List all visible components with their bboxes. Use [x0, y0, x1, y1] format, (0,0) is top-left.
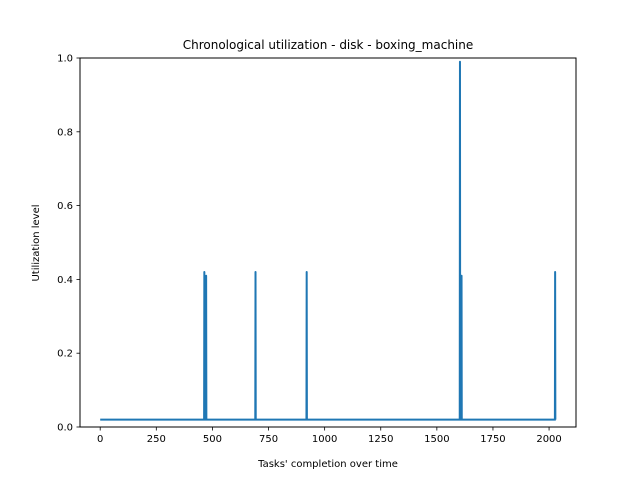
x-tick-label: 750 — [259, 434, 278, 445]
y-axis-ticks: 0.0 0.2 0.4 0.6 0.8 1.0 — [57, 54, 80, 434]
y-tick-label: 0.2 — [57, 349, 73, 360]
x-tick-label: 250 — [147, 434, 166, 445]
x-axis-ticks: 0 250 500 750 1000 1250 1500 1750 2000 — [97, 427, 562, 445]
y-tick-label: 0.4 — [57, 275, 73, 286]
x-tick-label: 2000 — [536, 434, 561, 445]
y-axis-label: Utilization level — [31, 204, 42, 281]
x-tick-label: 1000 — [312, 434, 337, 445]
y-tick-label: 0.6 — [57, 201, 73, 212]
x-tick-label: 1250 — [368, 434, 393, 445]
x-tick-label: 0 — [97, 434, 103, 445]
y-tick-label: 0.8 — [57, 127, 73, 138]
y-tick-label: 0.0 — [57, 423, 73, 434]
x-tick-label: 500 — [203, 434, 222, 445]
x-tick-label: 1750 — [480, 434, 505, 445]
x-tick-label: 1500 — [424, 434, 449, 445]
axes-frame — [79, 57, 577, 428]
plot-area — [100, 60, 557, 421]
x-axis-label: Tasks' completion over time — [257, 459, 398, 470]
y-tick-label: 1.0 — [57, 54, 73, 65]
chart-title: Chronological utilization - disk - boxin… — [183, 38, 474, 52]
